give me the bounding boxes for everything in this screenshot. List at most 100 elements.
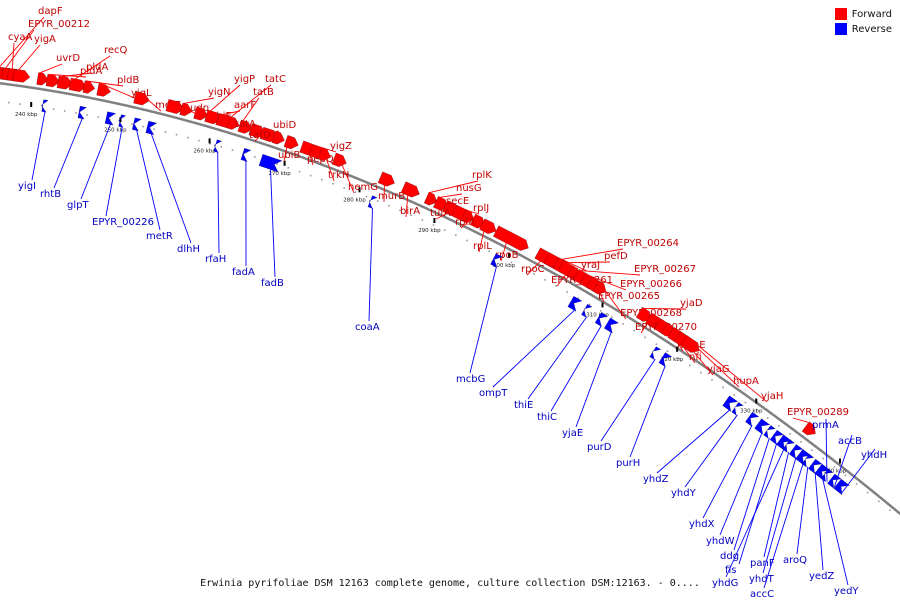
minor-tick-dot <box>466 239 468 242</box>
tick-mark <box>508 252 511 258</box>
reverse-gene-arrow <box>41 99 49 113</box>
forward-gene-label: pldA <box>80 66 102 77</box>
tick-label: 330 kbp <box>740 409 763 415</box>
forward-gene-label: EPYR_00289 <box>787 407 849 418</box>
forward-leader-line <box>428 180 479 194</box>
minor-tick-dot <box>611 316 613 319</box>
forward-gene-label: rplK <box>472 170 492 181</box>
reverse-leader-line <box>814 472 824 571</box>
minor-tick-dot <box>789 433 791 435</box>
minor-tick-dot <box>254 156 256 158</box>
forward-leader-line <box>283 136 290 162</box>
minor-tick-dot <box>164 131 167 133</box>
reverse-gene-arrow <box>769 429 785 445</box>
reverse-gene-arrow <box>754 418 771 435</box>
forward-gene-label: ubiD <box>273 120 296 131</box>
forward-gene-arrow <box>592 280 607 295</box>
forward-gene-label: trkH <box>328 170 349 181</box>
minor-tick-dot <box>755 409 758 411</box>
reverse-leader-line <box>527 316 588 400</box>
forward-gene-arrow <box>68 77 87 93</box>
minor-tick-dot <box>231 149 234 151</box>
forward-leader-line <box>18 44 41 70</box>
tick-label: 340 kbp <box>824 469 847 475</box>
minor-tick-dot <box>510 261 513 264</box>
reverse-gene-arrow <box>658 352 673 368</box>
forward-gene-label: murB <box>378 191 405 202</box>
forward-gene-arrow <box>400 181 420 198</box>
minor-tick-dot <box>52 108 55 110</box>
minor-tick-dot <box>566 291 569 293</box>
reverse-gene-label: coaA <box>355 322 380 333</box>
minor-tick-dot <box>778 425 780 427</box>
forward-leader-line <box>405 183 410 218</box>
reverse-gene-arrow <box>788 444 804 460</box>
reverse-leader-line <box>150 133 192 244</box>
reverse-gene-arrow <box>731 402 744 416</box>
forward-leader-line <box>642 307 687 310</box>
forward-gene-label: tatA <box>235 119 256 130</box>
forward-leader-line <box>5 29 35 69</box>
forward-leader-line <box>39 63 63 74</box>
reverse-leader-line <box>684 414 738 488</box>
reverse-leader-line <box>733 437 770 551</box>
reverse-gene-arrow <box>367 195 378 209</box>
forward-swatch <box>834 8 847 20</box>
forward-gene-arrow <box>423 191 438 206</box>
reverse-gene-label: aroQ <box>783 555 807 566</box>
reverse-gene-label: yhdH <box>861 450 887 461</box>
minor-tick-dot <box>332 182 334 185</box>
minor-tick-dot <box>744 401 747 404</box>
reverse-leader-line <box>763 463 804 589</box>
forward-leader-line <box>526 252 549 276</box>
legend-forward-label: Forward <box>851 8 892 20</box>
forward-gene-label: yigP <box>234 74 255 85</box>
forward-gene-label: rplA <box>455 217 475 228</box>
tick-label: 280 kbp <box>343 197 366 203</box>
minor-tick-dot <box>822 457 825 460</box>
forward-gene-arrow <box>283 134 299 150</box>
forward-gene-label: dapF <box>38 6 63 17</box>
figure-caption: Erwinia pyrifoliae DSM 12163 complete ge… <box>200 578 700 589</box>
reverse-gene-arrow <box>258 153 283 173</box>
forward-gene-label: recQ <box>104 45 128 56</box>
reverse-gene-arrow <box>603 317 620 334</box>
minor-tick-dot <box>588 303 591 306</box>
tick-mark <box>30 102 33 107</box>
minor-tick-dot <box>142 125 144 128</box>
forward-leader-line <box>230 84 272 118</box>
forward-leader-line <box>316 145 337 153</box>
reverse-gene-label: panF <box>750 558 775 569</box>
minor-tick-dot <box>844 474 847 477</box>
tick-mark <box>283 160 286 166</box>
minor-tick-dot <box>410 214 412 216</box>
minor-tick-dot <box>733 394 736 396</box>
reverse-gene-arrow <box>145 120 158 136</box>
forward-leader-line <box>322 148 335 182</box>
forward-gene-arrow <box>96 83 111 97</box>
reverse-gene-label: thiC <box>537 412 557 423</box>
tick-label: 260 kbp <box>193 148 216 154</box>
reverse-gene-arrow <box>763 425 776 439</box>
tick-mark <box>755 398 758 404</box>
reverse-leader-line <box>738 443 778 565</box>
forward-leader-line <box>640 314 654 334</box>
reverse-leader-line <box>575 331 612 428</box>
forward-leader-line <box>565 261 611 264</box>
forward-leader-line <box>62 72 93 77</box>
minor-tick-dot <box>766 417 769 419</box>
reverse-leader-line <box>821 477 849 586</box>
forward-gene-arrow <box>165 99 184 114</box>
minor-tick-dot <box>677 357 680 359</box>
minor-tick-dot <box>443 229 446 231</box>
legend-forward: Forward <box>834 8 892 20</box>
tick-mark <box>676 346 679 352</box>
forward-gene-label: yigN <box>208 87 231 98</box>
tick-mark <box>601 302 604 308</box>
reverse-leader-line <box>656 409 731 474</box>
minor-tick-dot <box>354 191 357 193</box>
reverse-gene-label: yhdZ <box>643 474 669 485</box>
tick-label: 270 kbp <box>268 171 291 177</box>
forward-gene-arrow <box>133 91 150 106</box>
